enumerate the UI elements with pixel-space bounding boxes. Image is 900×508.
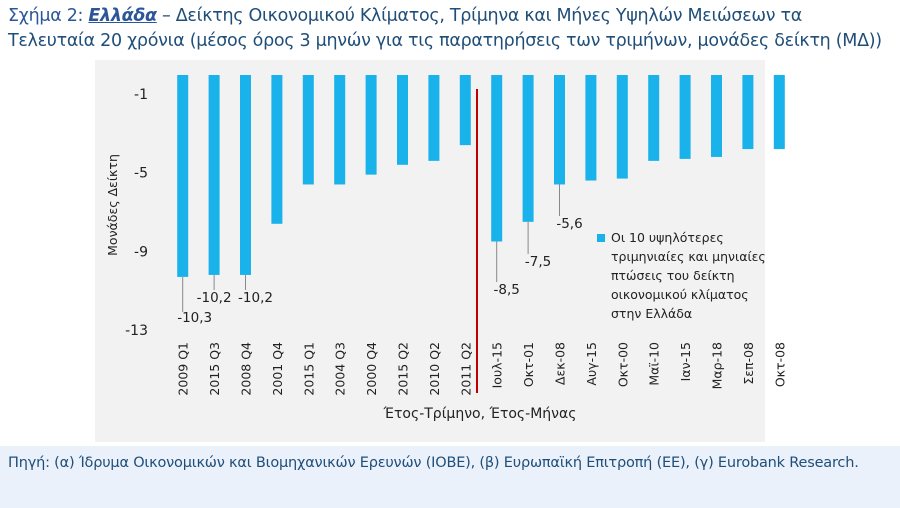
data-label: -10,2	[238, 290, 273, 306]
legend: Οι 10 υψηλότερες τριμηνιαίες και μηνιαίε…	[597, 228, 767, 323]
bar	[302, 75, 314, 185]
bar	[459, 75, 471, 146]
legend-swatch	[597, 234, 605, 242]
x-tick-label: 2008 Q4	[239, 342, 254, 396]
x-tick-label: Μαϊ-10	[647, 342, 662, 386]
x-tick-label: Οκτ-01	[521, 342, 536, 387]
source-text: Πηγή: (α) Ίδρυμα Οικονομικών και Βιομηχα…	[8, 455, 859, 471]
bar	[240, 75, 251, 275]
x-tick-label: 2015 Q2	[396, 342, 411, 396]
x-tick-label: 2000 Q4	[364, 342, 379, 396]
x-tick-label: 2015 Q3	[207, 342, 222, 396]
x-tick-label: 2004 Q3	[333, 342, 348, 396]
data-label: -7,5	[525, 254, 551, 270]
data-label: -10,3	[177, 310, 212, 326]
bar	[554, 75, 565, 185]
bar	[397, 75, 408, 165]
x-tick-label: Ιουλ-15	[490, 342, 505, 388]
bar	[742, 75, 754, 150]
data-label: -10,2	[197, 290, 232, 306]
bar	[365, 75, 377, 175]
y-tick-label: -13	[125, 323, 148, 339]
figure-label: Σχήμα 2:	[8, 6, 84, 26]
x-tick-label: Δεκ-08	[553, 342, 568, 385]
bar	[491, 75, 503, 242]
x-tick-label: Αυγ-15	[584, 342, 599, 386]
bar	[711, 75, 722, 157]
figure-country: Ελλάδα	[88, 6, 157, 26]
legend-label: Οι 10 υψηλότερες τριμηνιαίες και μηνιαίε…	[611, 230, 766, 321]
y-tick-label: -5	[134, 166, 148, 182]
bar	[616, 75, 628, 179]
x-axis-title: Έτος-Τρίμηνο, Έτος-Μήνας	[383, 406, 577, 422]
x-tick-label: 2009 Q1	[176, 342, 191, 396]
x-tick-label: Σεπ-08	[741, 342, 756, 385]
data-label: -8,5	[494, 282, 520, 298]
source-note: Πηγή: (α) Ίδρυμα Οικονομικών και Βιομηχα…	[0, 446, 900, 508]
bar	[522, 75, 534, 222]
bar	[208, 75, 220, 275]
x-tick-label: Ιαν-15	[678, 342, 693, 381]
x-tick-label: Οκτ-08	[772, 342, 787, 387]
figure-title: Σχήμα 2: Ελλάδα – Δείκτης Οικονομικού Κλ…	[8, 4, 893, 54]
x-tick-label: Οκτ-00	[615, 342, 630, 387]
bar	[585, 75, 597, 181]
x-tick-label: 2011 Q2	[458, 342, 473, 396]
bar	[177, 75, 189, 277]
bar	[334, 75, 346, 185]
data-label: -5,6	[556, 216, 582, 232]
y-tick-label: -1	[134, 87, 148, 103]
x-tick-label: 2010 Q2	[427, 342, 442, 396]
bar	[773, 75, 785, 150]
x-tick-label: Μαρ-18	[710, 342, 725, 389]
y-tick-label: -9	[134, 244, 148, 260]
y-axis-title: Μονάδες Δείκτη	[105, 154, 120, 256]
bar	[648, 75, 660, 161]
x-tick-label: 2001 Q4	[270, 342, 285, 396]
bar	[679, 75, 691, 159]
x-tick-label: 2015 Q1	[301, 342, 316, 396]
bar	[428, 75, 440, 161]
figure-title-text: – Δείκτης Οικονομικού Κλίματος, Τρίμηνα …	[8, 6, 882, 51]
bar	[271, 75, 283, 224]
